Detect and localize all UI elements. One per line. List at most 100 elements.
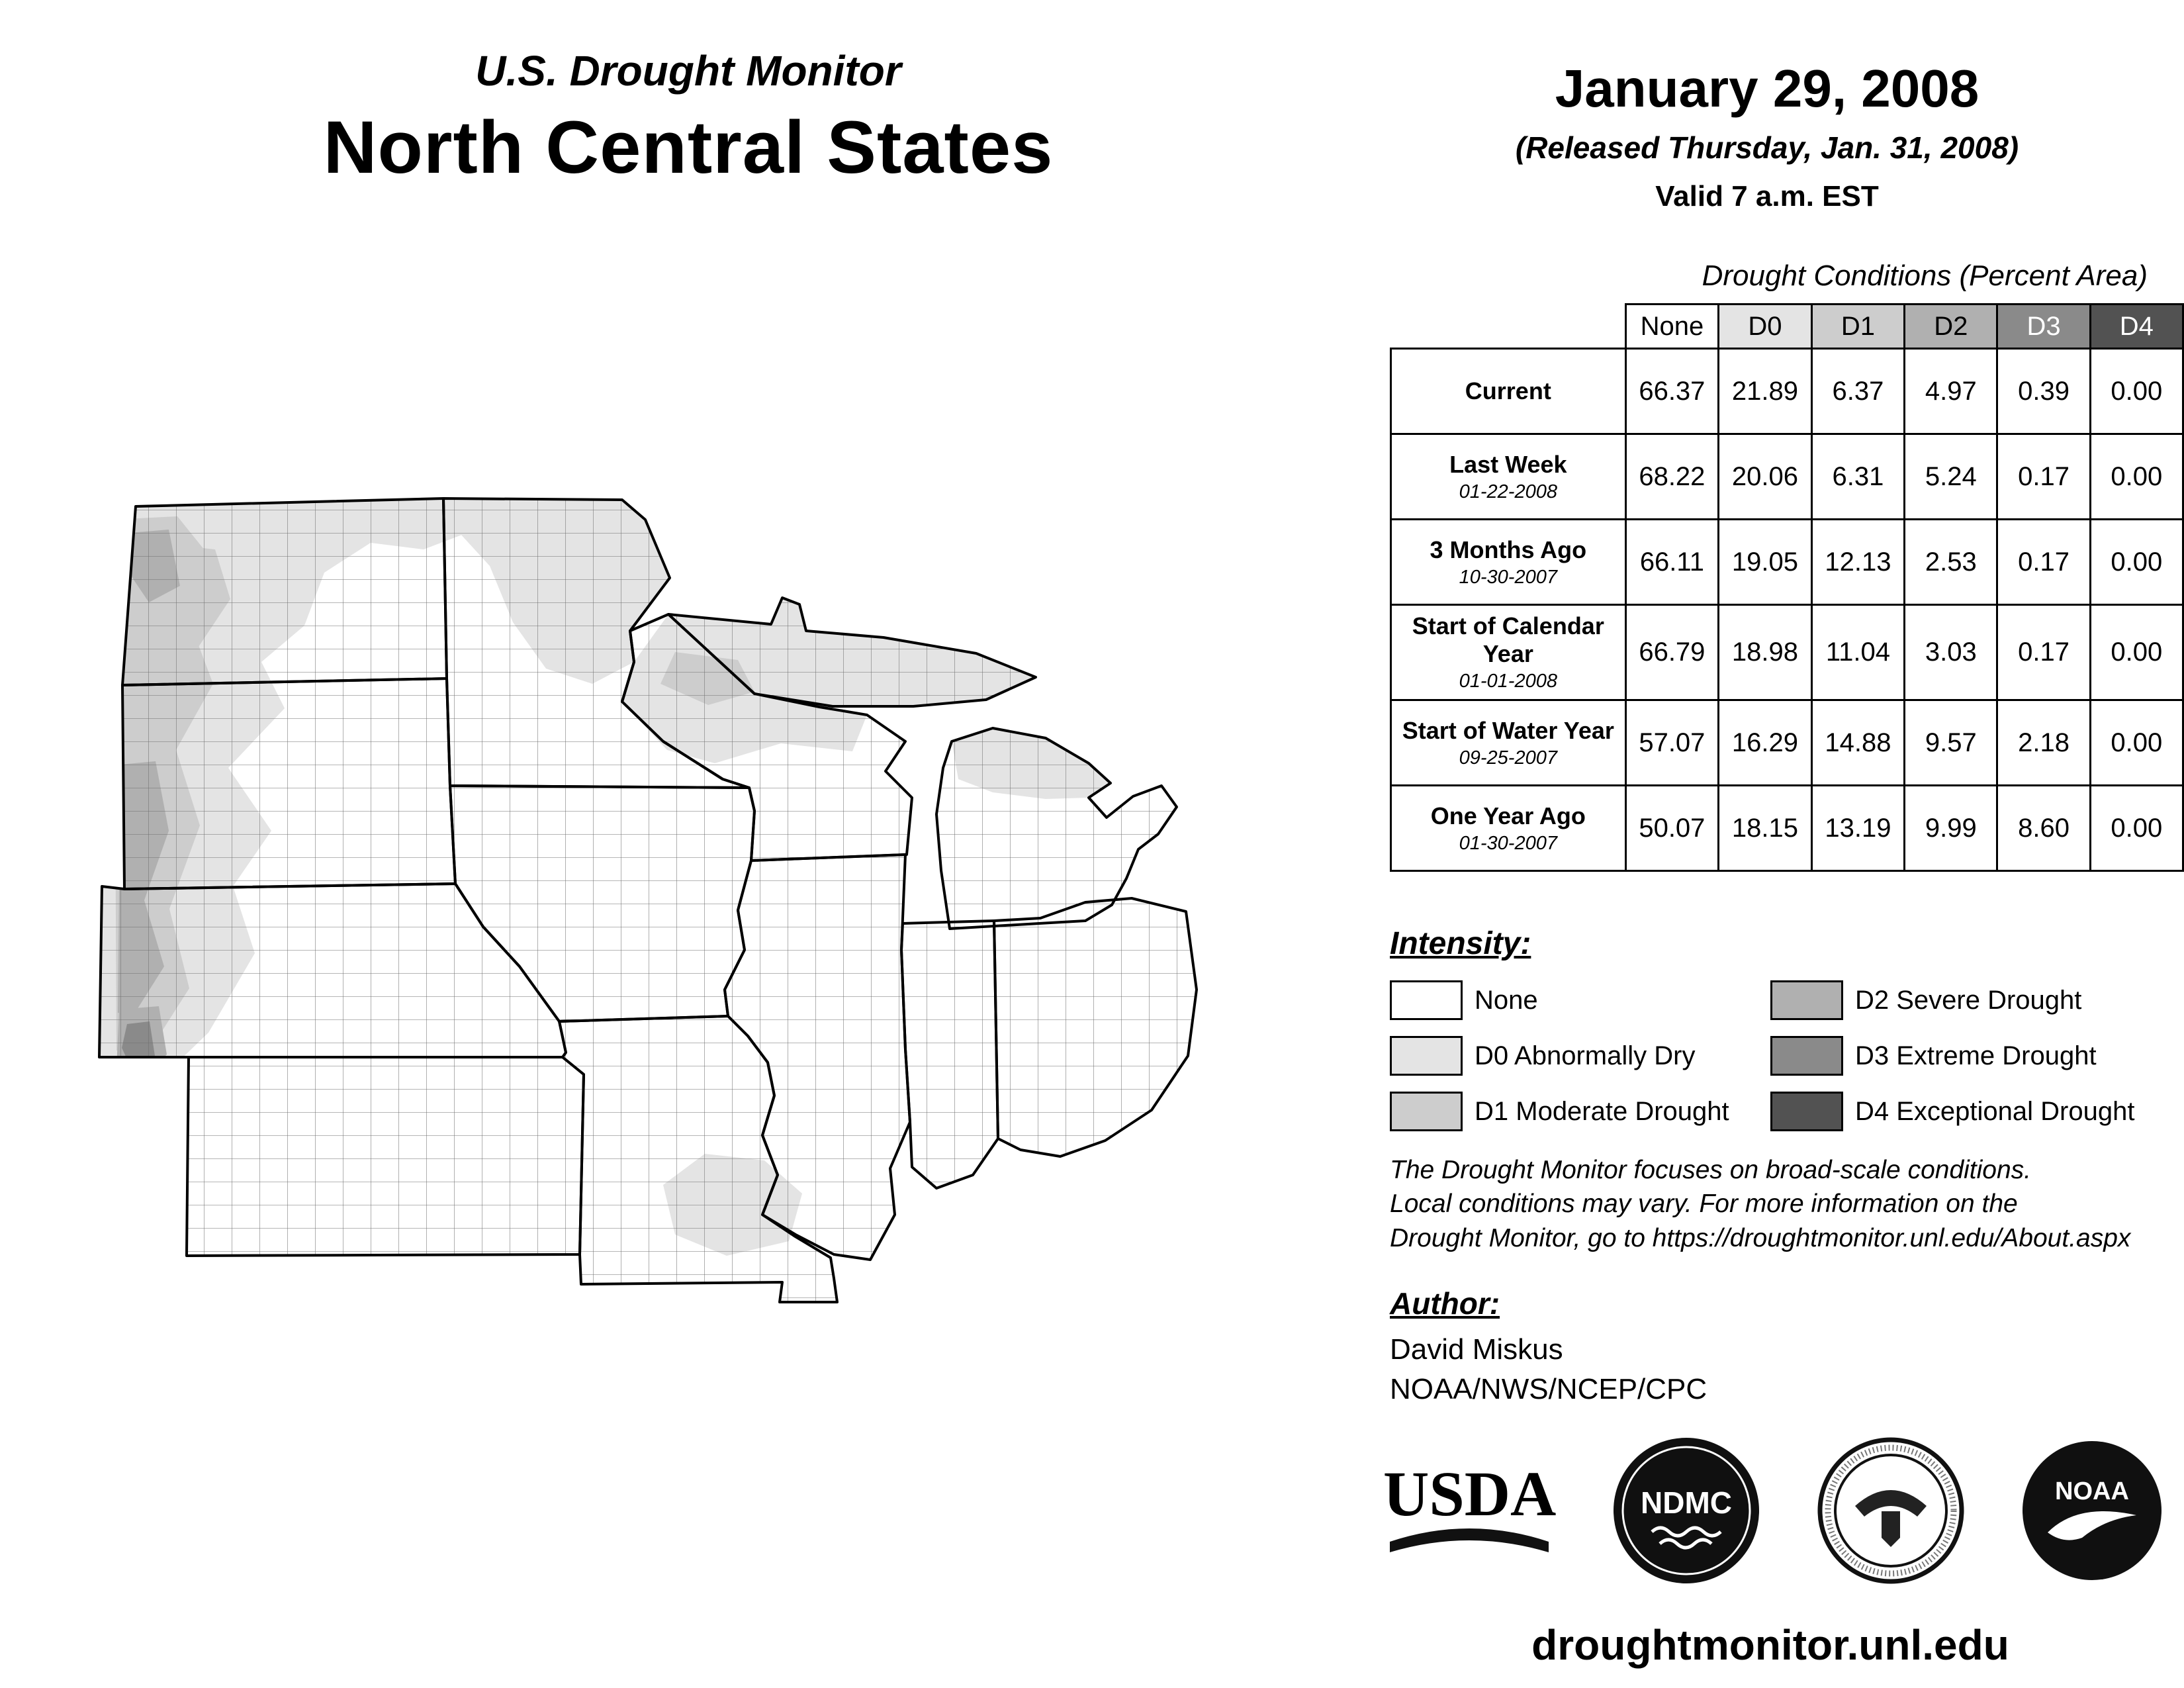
table-cell: 0.00 [2089,348,2184,435]
usda-swoosh-icon [1390,1528,1549,1552]
author-name: David Miskus [1390,1333,1563,1366]
legend-swatch-d2 [1770,980,1843,1020]
row-label: Current [1390,348,1627,435]
table-cell: 8.60 [1996,784,2091,872]
table-cell: 0.00 [2089,784,2184,872]
table-cell: 0.17 [1996,604,2091,701]
table-cell: 68.22 [1624,433,1720,520]
table-cell: 66.11 [1624,518,1720,606]
svg-text:NDMC: NDMC [1641,1485,1732,1520]
legend-swatch-d0 [1390,1036,1463,1076]
row-label: 3 Months Ago 10-30-2007 [1390,518,1627,606]
agency-logos: USDA NDMC NOAA [1383,1435,2164,1586]
disclaimer-line: Local conditions may vary. For more info… [1390,1190,2018,1219]
table-cell: 9.99 [1903,784,1999,872]
footer-url: droughtmonitor.unl.edu [1531,1621,2009,1669]
table-cell: 9.57 [1903,699,1999,786]
row-date-text: 01-30-2007 [1459,832,1557,854]
noaa-logo-icon: NOAA [2023,1441,2161,1580]
table-cell: 0.00 [2089,699,2184,786]
state-michigan-upper-peninsula [667,596,1037,708]
table-row-current: Current 66.37 21.89 6.37 4.97 0.39 0.00 [1390,348,2184,435]
conditions-table: None D0 D1 D2 D3 D4 Current 66.37 21.89 … [1390,303,2184,872]
state-michigan-lower-peninsula [935,727,1178,930]
table-cell: 3.03 [1903,604,1999,701]
region-title: North Central States [323,106,1054,189]
row-date-text: 01-22-2008 [1459,481,1557,502]
table-cell: 4.97 [1903,348,1999,435]
conditions-table-title: Drought Conditions (Percent Area) [1702,259,2148,292]
row-label-text: Last Week [1449,450,1567,478]
row-label: Start of Calendar Year 01-01-2008 [1390,604,1627,701]
row-date-text: 01-01-2008 [1459,671,1557,692]
drought-map-svg [98,497,1198,1303]
table-cell: 0.17 [1996,433,2091,520]
table-cell: 0.39 [1996,348,2091,435]
valid-time: Valid 7 a.m. EST [1655,180,1879,212]
table-cell: 66.79 [1624,604,1720,701]
table-cell: 6.31 [1810,433,1906,520]
disclaimer-line: The Drought Monitor focuses on broad-sca… [1390,1156,2032,1184]
title-block: U.S. Drought Monitor North Central State… [26,46,1350,190]
legend-label: D1 Moderate Drought [1475,1096,1729,1126]
legend-label: None [1475,985,1538,1015]
table-cell: 57.07 [1624,699,1720,786]
table-cell: 18.15 [1717,784,1813,872]
table-cell: 50.07 [1624,784,1720,872]
report-title: U.S. Drought Monitor [475,47,901,95]
table-cell: 0.17 [1996,518,2091,606]
table-header-row: None D0 D1 D2 D3 D4 [1390,303,2184,350]
intensity-title: Intensity: [1390,926,1531,961]
table-cell: 13.19 [1810,784,1906,872]
row-label-text: One Year Ago [1430,802,1586,829]
legend-item-d1: D1 Moderate Drought [1390,1092,1770,1131]
table-row-3-months-ago: 3 Months Ago 10-30-2007 66.11 19.05 12.13… [1390,518,2184,606]
row-label-text: Start of Calendar Year [1412,612,1604,667]
table-corner [1390,304,1626,349]
author-block: Author: David Miskus NOAA/NWS/NCEP/CPC [1390,1286,1707,1406]
row-label: Last Week 01-22-2008 [1390,433,1627,520]
column-header-d1: D1 [1810,303,1906,350]
legend-item-d3: D3 Extreme Drought [1770,1036,2164,1076]
table-cell: 18.98 [1717,604,1813,701]
table-row-last-week: Last Week 01-22-2008 68.22 20.06 6.31 5.2… [1390,433,2184,520]
table-cell: 5.24 [1903,433,1999,520]
table-cell: 20.06 [1717,433,1813,520]
author-org: NOAA/NWS/NCEP/CPC [1390,1373,1707,1405]
legend-grid: None D0 Abnormally Dry D1 Moderate Droug… [1390,980,2164,1131]
table-cell: 19.05 [1717,518,1813,606]
disclaimer-line: Drought Monitor, go to https://droughtmo… [1390,1223,2131,1252]
legend-swatch-d1 [1390,1092,1463,1131]
column-header-d3: D3 [1996,303,2091,350]
row-date-text: 10-30-2007 [1459,566,1557,588]
column-header-d4: D4 [2089,303,2184,350]
state-ohio [993,897,1198,1158]
table-cell: 0.00 [2089,518,2184,606]
legend-item-d4: D4 Exceptional Drought [1770,1092,2164,1131]
table-row-start-calendar-year: Start of Calendar Year 01-01-2008 66.79 1… [1390,604,2184,701]
legend-label: D3 Extreme Drought [1855,1041,2097,1070]
author-heading: Author: [1390,1286,1500,1321]
disclaimer: The Drought Monitor focuses on broad-sca… [1390,1153,2177,1255]
table-cell: 2.53 [1903,518,1999,606]
column-header-none: None [1624,303,1720,350]
legend-label: D2 Severe Drought [1855,985,2082,1015]
column-header-d0: D0 [1717,303,1813,350]
column-header-d2: D2 [1903,303,1999,350]
legend-label: D4 Exceptional Drought [1855,1096,2135,1126]
table-cell: 21.89 [1717,348,1813,435]
row-date-text: 09-25-2007 [1459,747,1557,769]
table-cell: 14.88 [1810,699,1906,786]
row-label: One Year Ago 01-30-2007 [1390,784,1627,872]
legend-item-d0: D0 Abnormally Dry [1390,1036,1770,1076]
table-row-start-water-year: Start of Water Year 09-25-2007 57.07 16.2… [1390,699,2184,786]
legend-swatch-d3 [1770,1036,1843,1076]
table-cell: 66.37 [1624,348,1720,435]
table-cell: 6.37 [1810,348,1906,435]
usda-logo: USDA [1383,1462,1556,1560]
row-label: Start of Water Year 09-25-2007 [1390,699,1627,786]
table-cell: 12.13 [1810,518,1906,606]
table-cell: 0.00 [2089,604,2184,701]
drought-map [93,487,1330,1436]
legend-swatch-d4 [1770,1092,1843,1131]
